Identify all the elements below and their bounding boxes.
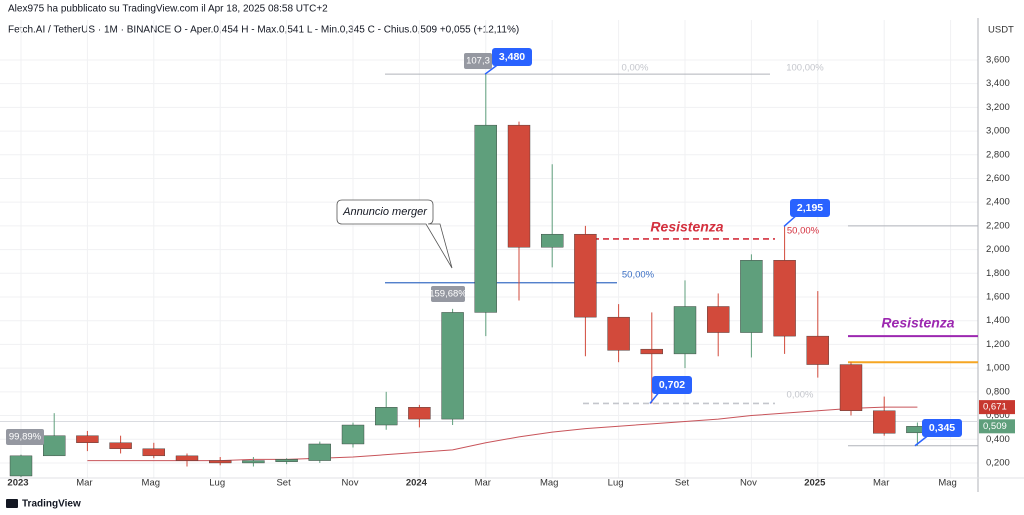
brand-logo: [6, 499, 18, 508]
candle-body: [574, 233, 597, 318]
gray-tag: [6, 429, 44, 445]
gray-tag-label: 99,89%: [9, 432, 42, 443]
candle-body: [175, 455, 199, 461]
candle-body: [873, 410, 896, 434]
price-badge-label: 0,702: [659, 379, 685, 391]
y-tick-label: 3,400: [986, 78, 1010, 89]
y-tick-label: 0,800: [986, 386, 1010, 397]
y-tick-label: 1,200: [986, 339, 1010, 350]
y-tick-label: 1,400: [986, 315, 1010, 326]
candle-body: [43, 435, 66, 457]
brand: TradingView: [22, 499, 81, 510]
candle-body: [208, 460, 232, 464]
y-tick-label: 3,200: [986, 102, 1010, 113]
y-tick-label: 1,600: [986, 292, 1010, 303]
x-tick-label: Mar: [873, 478, 889, 489]
price-badge: [790, 199, 830, 217]
axis-badge-label: 0,509: [983, 421, 1007, 432]
x-tick-label: Set: [675, 478, 690, 489]
y-tick-label: 2,600: [986, 173, 1010, 184]
x-tick-label: Mag: [142, 478, 160, 489]
candle-body: [441, 312, 464, 420]
fib-label: 50,00%: [787, 226, 820, 237]
x-tick-label: Mar: [475, 478, 491, 489]
y-tick-label: 3,000: [986, 126, 1010, 137]
candle-body: [341, 424, 365, 445]
x-tick-label: Lug: [209, 478, 225, 489]
gray-tag: [464, 53, 492, 69]
x-tick-label: Mar: [76, 478, 92, 489]
resistance-label: Resistenza: [881, 315, 954, 331]
resistance-label: Resistenza: [650, 219, 723, 235]
x-tick-label: Mag: [938, 478, 956, 489]
x-tick-label: Mag: [540, 478, 558, 489]
candle-body: [474, 124, 497, 313]
candle-body: [142, 448, 166, 457]
candle-body: [275, 459, 298, 462]
candle-body: [806, 335, 829, 365]
candle-body: [673, 306, 697, 355]
axis-badge-label: 0,671: [983, 402, 1007, 413]
x-tick-label: Nov: [740, 478, 757, 489]
price-badge: [922, 419, 962, 437]
candle-body: [707, 306, 730, 333]
y-tick-label: 2,400: [986, 197, 1010, 208]
candle-body: [9, 455, 33, 477]
x-tick-label: 2023: [7, 478, 28, 489]
x-tick-label: Set: [276, 478, 291, 489]
price-badge-label: 3,480: [499, 51, 525, 63]
x-tick-label: 2025: [804, 478, 826, 489]
y-tick-label: 0,400: [986, 434, 1010, 445]
candle-body: [375, 407, 398, 426]
price-badge-label: 2,195: [797, 202, 823, 214]
y-tick-label: 1,800: [986, 268, 1010, 279]
y-tick-label: 0,600: [986, 410, 1010, 421]
gray-tag-label: 107,3: [466, 56, 490, 67]
y-axis-unit: USDT: [988, 25, 1014, 36]
y-tick-label: 2,000: [986, 244, 1010, 255]
fib-label: 0,00%: [787, 390, 814, 401]
candle-body: [109, 442, 132, 449]
callout-box: [336, 199, 453, 269]
y-tick-label: 2,200: [986, 220, 1010, 231]
candle-body: [541, 233, 564, 248]
symbol-legend: Fetch.AI / TetherUS · 1M · BINANCE O - A…: [8, 25, 519, 36]
candle-body: [640, 348, 663, 355]
fib-label: 100,00%: [786, 63, 824, 74]
publisher-line: Alex975 ha pubblicato su TradingView.com…: [8, 4, 328, 15]
price-badge: [652, 376, 692, 394]
x-tick-label: Nov: [342, 478, 359, 489]
candle-body: [607, 316, 630, 351]
x-tick-label: 2024: [406, 478, 428, 489]
candle-body: [76, 435, 99, 443]
fib-label: 50,00%: [622, 270, 655, 281]
price-badge-label: 0,345: [929, 422, 955, 434]
candle-body: [308, 443, 331, 461]
candle-body: [839, 364, 863, 411]
fib-label: 0,00%: [622, 63, 649, 74]
y-tick-label: 2,800: [986, 149, 1010, 160]
candle-body: [242, 460, 265, 464]
y-tick-label: 3,600: [986, 54, 1010, 65]
gray-tag: [431, 286, 465, 302]
gray-tag-label: 159,68%: [429, 289, 467, 300]
candle-body: [408, 407, 431, 420]
candle-body: [507, 124, 531, 248]
axis-badge: [979, 400, 1015, 415]
axis-badge: [979, 419, 1015, 434]
y-tick-label: 0,200: [986, 457, 1010, 468]
callout-label: Annuncio merger: [342, 206, 428, 218]
price-badge: [492, 48, 532, 66]
candle-body: [773, 260, 796, 337]
candle-body: [740, 260, 763, 333]
x-tick-label: Lug: [608, 478, 624, 489]
y-tick-label: 1,000: [986, 363, 1010, 374]
